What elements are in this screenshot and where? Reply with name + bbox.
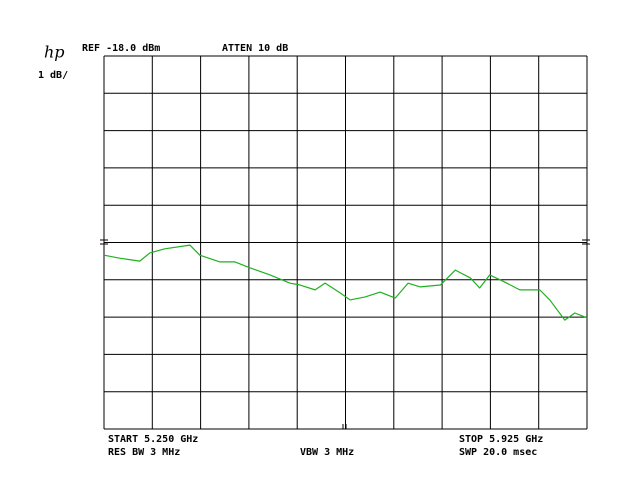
trace <box>103 244 588 321</box>
attenuation: ATTEN 10 dB <box>222 43 288 54</box>
logo: hp <box>44 43 65 62</box>
video-bandwidth: VBW 3 MHz <box>300 447 354 458</box>
sweep-time: SWP 20.0 msec <box>459 447 537 458</box>
resolution-bandwidth: RES BW 3 MHz <box>108 447 180 458</box>
start-frequency: START 5.250 GHz <box>108 434 198 445</box>
scale: 1 dB/ <box>38 70 68 81</box>
ref-level: REF -18.0 dBm <box>82 43 160 54</box>
stop-frequency: STOP 5.925 GHz <box>459 434 543 445</box>
